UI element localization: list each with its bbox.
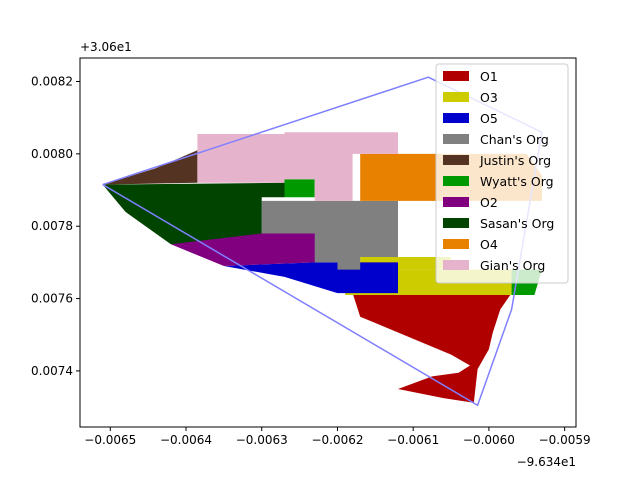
legend-label: O1	[480, 69, 498, 84]
region-wyatt-s-org-1	[284, 179, 315, 198]
region-o1-0	[352, 293, 512, 403]
region-sasan-s-org-0	[102, 182, 285, 245]
y-tick-label: 0.0082	[31, 75, 73, 89]
legend-swatch	[443, 176, 469, 186]
legend-label: Sasan's Org	[480, 216, 554, 231]
y-tick-label: 0.0080	[31, 147, 73, 161]
legend-swatch	[443, 239, 469, 249]
x-tick-label: −0.0060	[463, 433, 515, 447]
region-o5-0	[223, 262, 398, 294]
y-tick-label: 0.0076	[31, 292, 73, 306]
y-axis: 0.0074 0.0076 0.0078 0.0080 0.0082	[31, 75, 80, 378]
x-tick-label: −0.0063	[236, 433, 288, 447]
x-offset-label: −9.634e1	[517, 455, 576, 469]
legend-label: Gian's Org	[480, 258, 545, 273]
legend-swatch	[443, 260, 469, 270]
legend-label: O5	[480, 111, 498, 126]
region-o2-0	[170, 233, 315, 266]
y-tick-label: 0.0078	[31, 219, 73, 233]
legend-label: O3	[480, 90, 498, 105]
legend-label: Justin's Org	[479, 153, 551, 168]
legend-label: O2	[480, 195, 498, 210]
legend-label: Chan's Org	[480, 132, 549, 147]
x-tick-label: −0.0059	[539, 433, 591, 447]
legend: O1 O3 O5 Chan's Org Justin's Org Wyatt's Org O…	[435, 63, 569, 284]
x-tick-label: −0.0064	[160, 433, 212, 447]
legend-swatch	[443, 71, 469, 81]
legend-label: O4	[480, 237, 498, 252]
legend-label: Wyatt's Org	[480, 174, 554, 189]
x-tick-label: −0.0062	[311, 433, 363, 447]
x-tick-label: −0.0061	[387, 433, 439, 447]
y-tick-label: 0.0074	[31, 364, 73, 378]
legend-swatch	[443, 155, 469, 165]
region-gian-s-org-0	[197, 132, 398, 201]
axes-frame	[79, 57, 577, 428]
y-offset-label: +3.06e1	[80, 40, 132, 54]
legend-swatch	[443, 134, 469, 144]
legend-swatch	[443, 92, 469, 102]
legend-swatch	[443, 113, 469, 123]
region-justin-s-org-0	[102, 150, 198, 185]
x-axis: −0.0065 −0.0064 −0.0063 −0.0062 −0.0061 −0.00…	[84, 427, 591, 447]
x-tick-label: −0.0065	[84, 433, 136, 447]
legend-swatch	[443, 218, 469, 228]
legend-swatch	[443, 197, 469, 207]
